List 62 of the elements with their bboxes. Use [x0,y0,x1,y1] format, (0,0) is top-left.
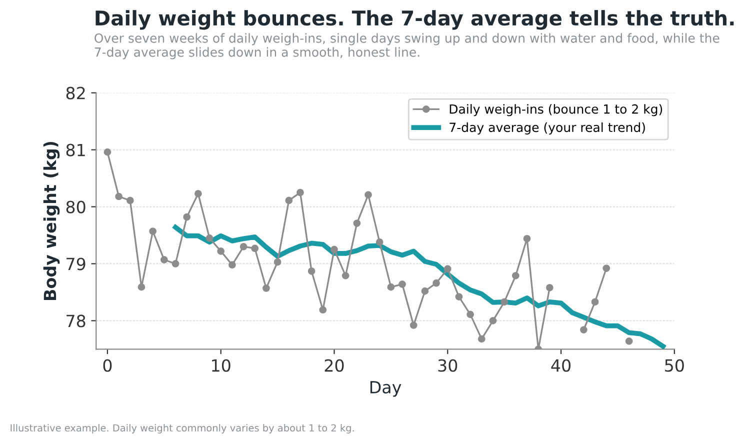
point [466,310,474,318]
chart-subtitle: Over seven weeks of daily weigh-ins, single days swing up and down with water and food, while the 7-day average slides down in a smooth, honest line. [94,33,720,60]
chart-title: Daily weight bounces. The 7-day average tells the truth. [96,10,734,30]
y-tick-label: 79 [66,258,86,270]
point [228,261,236,269]
x-tick-label: 20 [324,359,344,372]
point [319,306,327,314]
point [364,191,372,198]
point [172,260,180,268]
point [194,190,202,198]
point [580,326,588,334]
point [104,148,112,156]
point [591,298,599,306]
point [251,244,259,252]
point [602,264,610,272]
y-axis-title: Body weight (kg) [43,142,60,300]
point [262,284,270,292]
point [398,280,406,288]
point [149,228,156,235]
legend-label: Daily weigh-ins (bounce 1 to 2 kg) [450,104,662,116]
text: Illustrative example. Daily weight commonly varies by about 1 to 2 kg. [10,424,354,434]
point [240,242,248,250]
point [478,335,486,343]
point [274,258,282,266]
point [330,246,338,254]
point [308,267,316,275]
x-tick-label: 30 [438,359,458,372]
y-tick-label: 78 [66,314,86,328]
x-tick-label: 40 [551,359,571,372]
point [432,279,440,287]
x-axis-title: Day [370,381,402,397]
y-tick-label: 82 [66,86,85,100]
point [183,213,191,221]
point [523,234,531,242]
point [421,287,429,295]
line-series [173,224,666,349]
point [126,196,134,204]
point [387,283,395,291]
point [115,192,122,200]
point [410,322,418,329]
point [512,272,520,280]
point [138,283,146,291]
y-tick-label: 81 [66,144,85,156]
point [376,238,384,246]
point [500,298,508,306]
point [546,284,554,292]
point [625,338,633,345]
point [444,265,452,273]
point [342,272,350,280]
legend-label: 7-day average (your real trend) [450,122,645,135]
point [285,196,293,204]
point [206,234,214,242]
x-tick-label: 10 [212,359,230,372]
point [160,256,168,264]
point [489,317,497,324]
point [296,188,304,196]
point [217,248,225,255]
x-tick-label: 0 [103,359,112,372]
point [455,293,463,300]
y-tick-label: 80 [66,200,86,214]
x-tick-label: 50 [665,359,684,372]
point [353,220,361,227]
